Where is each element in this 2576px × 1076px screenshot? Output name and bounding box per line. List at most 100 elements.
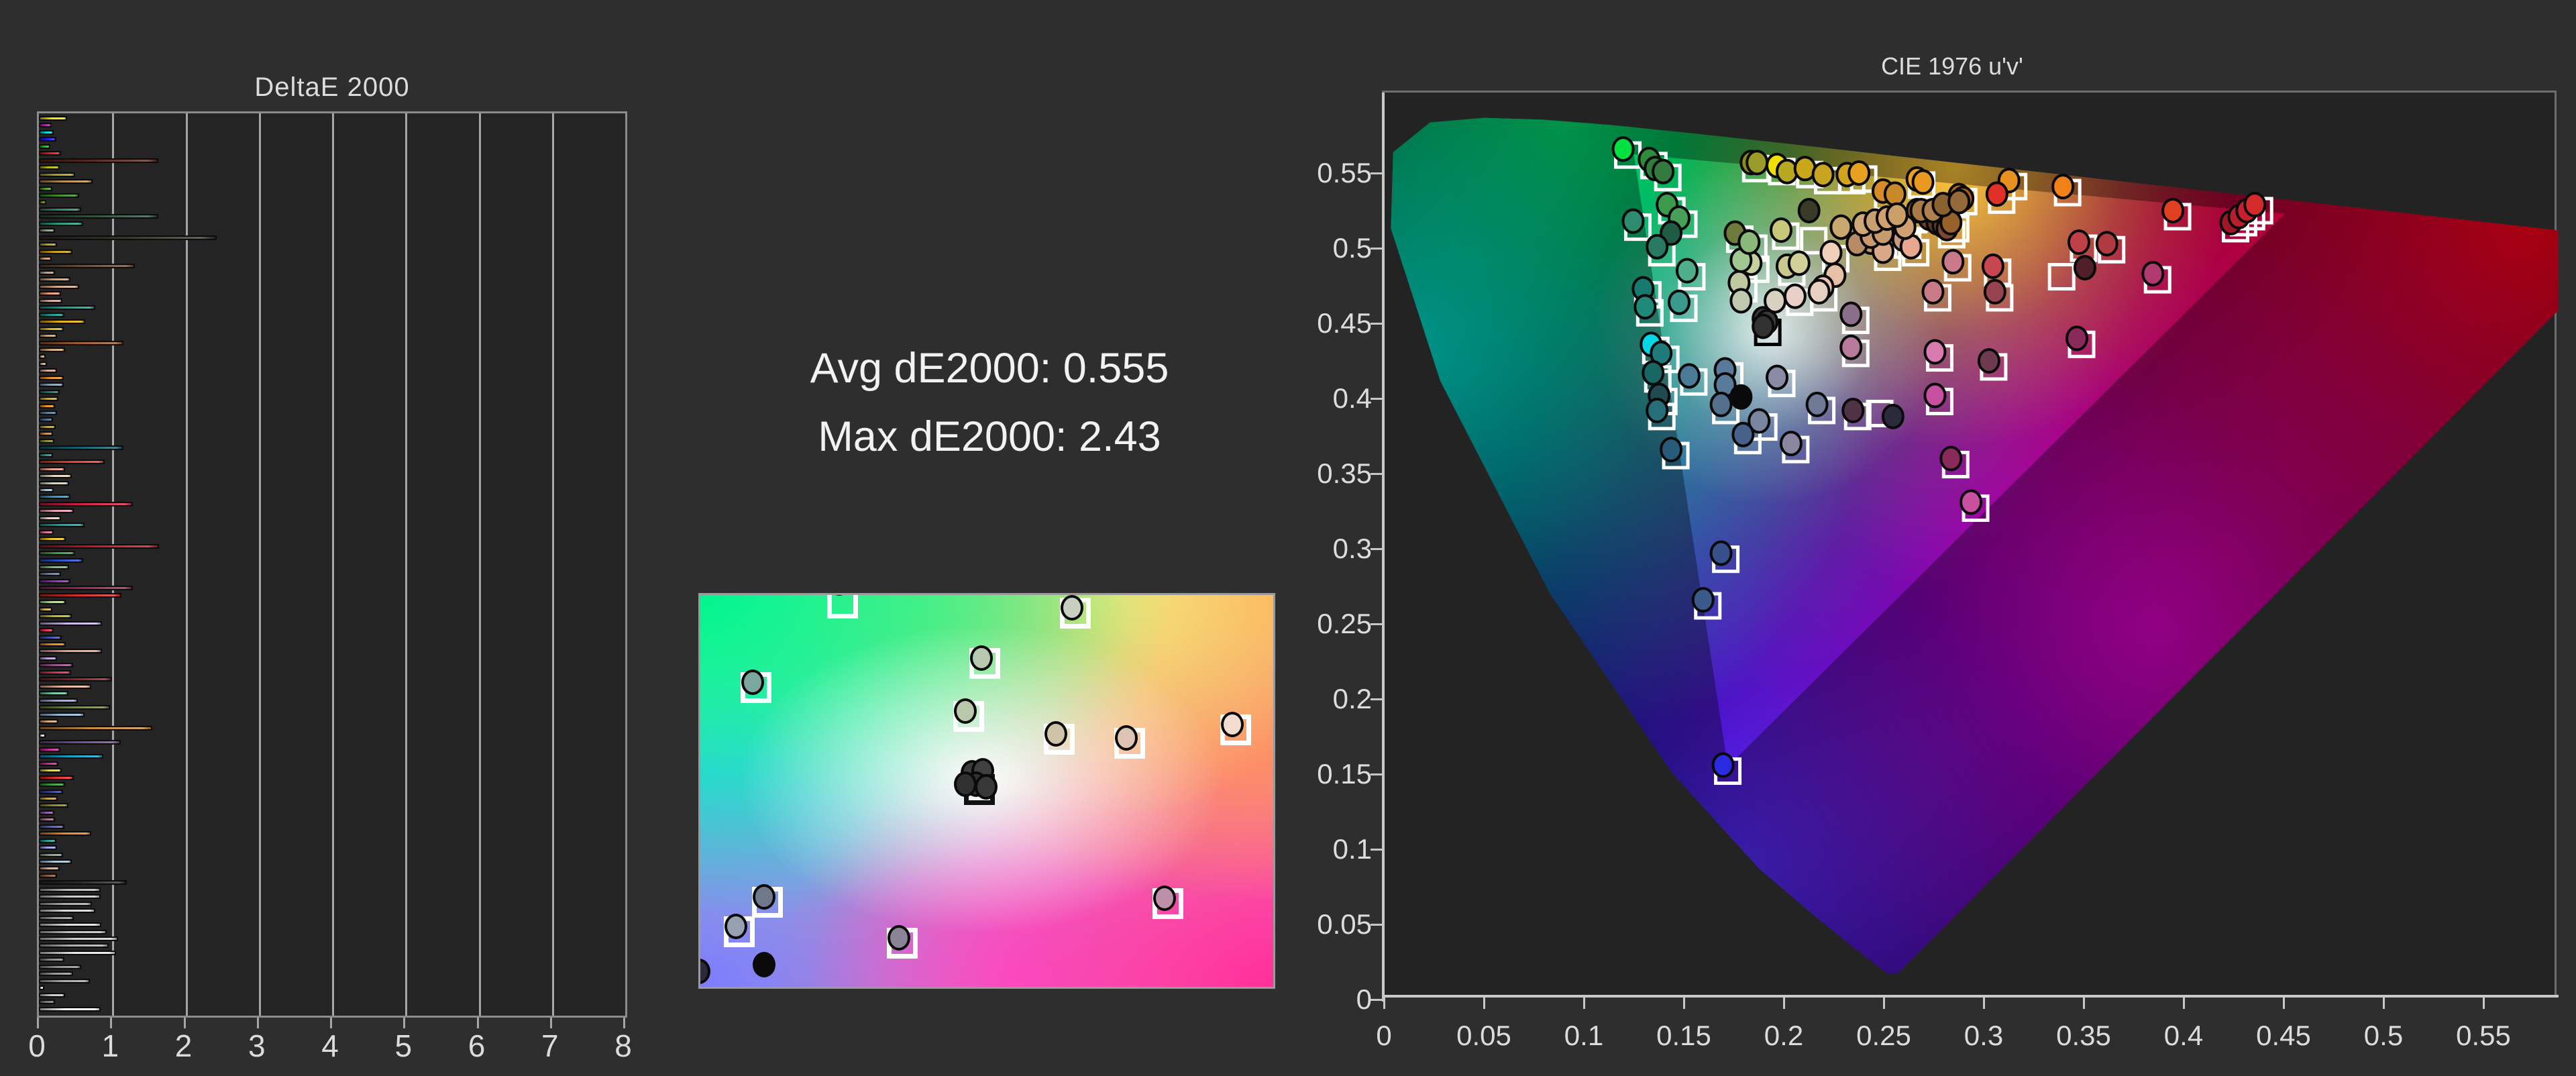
y-tickmark [1371,473,1383,475]
y-tick-label: 0.3 [1332,533,1372,564]
deltae-bar [39,733,46,738]
measured-point-marker [1061,595,1084,621]
deltae-bar [39,578,70,584]
measured-point-marker [752,952,775,978]
gridline [112,113,115,1016]
deltae-bar [39,144,51,149]
y-tickmark [1371,623,1383,625]
measured-point-marker [1839,301,1863,327]
measured-point-marker [1646,397,1669,423]
deltae-bar [39,200,46,205]
measured-point-marker [1883,181,1907,207]
deltae-bar [39,943,109,949]
x-tickmark [476,1018,479,1028]
cie-y-axis [1382,93,1385,1002]
gridline [405,113,408,1016]
deltae-bar [39,684,91,689]
x-tickmark [37,1018,39,1028]
measured-point-marker [1675,258,1699,284]
deltae-bar [39,557,83,563]
measured-point-marker [2068,229,2090,255]
y-tickmark [1371,248,1383,250]
measured-point-marker [1977,347,2000,374]
x-tick-label: 8 [614,1028,632,1063]
deltae-bar [39,305,96,311]
x-tickmark [2383,997,2385,1009]
deltae-bar [39,621,102,626]
measured-point-marker [888,924,911,951]
cie-measurement-markers [1611,136,2273,786]
deltae-bar [39,431,53,437]
measured-point-marker [1752,313,1775,339]
deltae-bar [39,179,93,184]
deltae-bar [39,810,54,815]
deltae-bar [39,635,62,640]
x-tick-label: 4 [321,1028,339,1063]
x-tickmark [623,1018,625,1028]
deltae-bar [39,151,61,156]
x-tickmark [330,1018,332,1028]
deltae-bar [39,438,54,443]
deltae-bar [39,515,61,521]
cie-1976-diagram: 0 0.05 0.1 0.15 0.2 0.25 0.3 0.35 0.4 0.45 0.5 0.55… [1317,91,2559,1051]
deltae-bar [39,537,66,542]
deltae-bar [39,326,64,331]
measured-point-marker [1044,721,1068,747]
deltae-bar [39,319,85,325]
measured-point-marker [741,669,764,696]
x-tick-label: 0.4 [2163,1020,2204,1051]
x-tick-label: 3 [248,1028,266,1063]
x-tick-label: 5 [394,1028,413,1063]
measured-point-marker [1807,278,1831,305]
deltae-bar [39,361,48,366]
measured-point-marker [1668,289,1690,315]
measured-point-marker [1805,391,1829,417]
measured-point-marker [1711,752,1735,778]
deltae-bar [39,754,104,759]
deltae-bar [39,936,118,942]
y-tickmark [1371,323,1383,325]
deltae-bar [39,382,64,388]
deltae-bar [39,551,75,556]
y-tick-label: 0.15 [1317,758,1372,790]
measured-point-marker [1941,249,1965,275]
y-tick-label: 0.4 [1332,382,1372,414]
deltae-bar [39,718,59,724]
x-tickmark [1783,997,1785,1009]
measured-point-marker [1841,397,1865,423]
measured-point-marker [1152,885,1176,911]
deltae-bar [39,508,74,514]
deltae-bar [39,165,60,170]
deltae-bar [39,971,74,977]
deltae-bar [39,270,56,275]
measured-point-marker [1646,233,1669,260]
deltae-bar [39,474,72,479]
deltae-bar [39,894,101,900]
deltae-x-axis-labels: 0 1 2 3 4 5 6 7 8 [28,1028,632,1068]
x-tickmark [403,1018,406,1028]
y-tickmark [1371,924,1383,926]
deltae-bar [39,705,110,710]
avg-de2000-text: Avg dE2000: 0.555 [810,345,1169,392]
measured-point-marker [1731,421,1755,447]
deltae-bar [39,838,57,843]
measured-point-marker [1746,150,1769,176]
gridline [332,113,334,1016]
measured-point-marker [1737,229,1761,255]
deltae-bar [39,712,85,717]
measured-point-marker [1748,408,1771,434]
measured-point-marker [1923,339,1947,365]
deltae-bar [39,389,60,394]
deltae-bar [39,354,46,360]
measured-point-marker [1729,384,1753,410]
measured-point-marker [1787,250,1811,276]
x-tick-label: 0.3 [1964,1020,2004,1051]
deltae-bar [39,116,67,121]
deltae-bar [39,606,52,612]
x-tick-label: 0.35 [2056,1020,2111,1051]
deltae-bar [39,628,54,633]
x-tickmark [2183,997,2185,1009]
x-tickmark [1383,997,1385,1009]
deltae-bar [39,172,75,177]
